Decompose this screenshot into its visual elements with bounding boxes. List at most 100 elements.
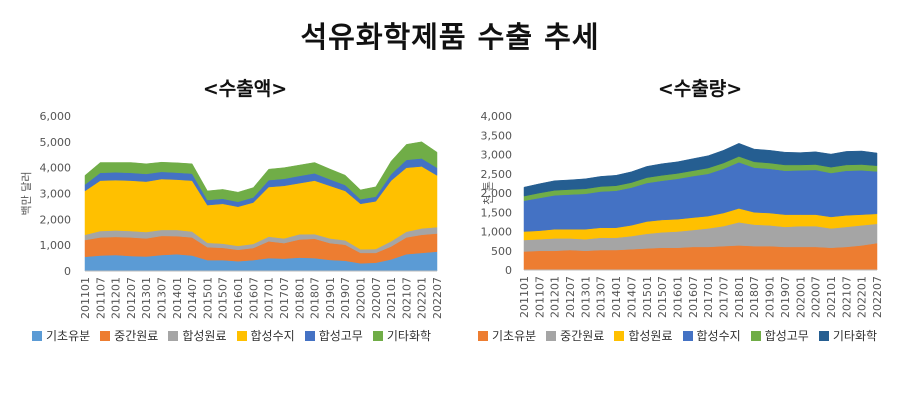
right-legend-swatch: [546, 330, 557, 341]
right-ytick-label: 3,500: [481, 129, 513, 142]
right-ytick-label: 2,500: [481, 168, 513, 181]
left-legend-item: 기타화학: [372, 327, 432, 344]
left-legend-item: 중간원료: [100, 327, 158, 344]
right-legend-label: 합성수지: [696, 329, 741, 343]
right-legend-item: 합성고무: [750, 327, 809, 344]
left-area-series-6: [84, 141, 438, 203]
right-legend-label: 기타화학: [832, 329, 878, 343]
left-xtick-label: 201907: [339, 277, 352, 319]
right-ytick-label: 2,000: [481, 187, 513, 200]
left-legend-swatch: [100, 330, 111, 341]
right-legend-label: 합성원료: [628, 329, 673, 343]
right-xtick-label: 201201: [549, 276, 562, 318]
left-xtick-label: 201801: [293, 277, 306, 319]
right-xtick-label: 201807: [748, 276, 761, 318]
right-legend-swatch: [614, 330, 625, 341]
left-xtick-label: 201701: [263, 277, 276, 319]
right-xtick-label: 201907: [779, 276, 792, 318]
right-ytick-label: 1,000: [481, 226, 513, 239]
right-xtick-label: 201707: [718, 276, 731, 318]
left-xtick-label: 202201: [416, 277, 429, 319]
right-xtick-label: 201601: [672, 276, 685, 318]
left-legend-swatch: [304, 330, 315, 341]
left-xtick-label: 201807: [309, 277, 322, 319]
left-xtick-label: 201301: [140, 277, 153, 319]
right-xtick-label: 201701: [702, 276, 715, 318]
right-legend-item: 중간원료: [546, 327, 604, 344]
left-xtick-label: 201407: [186, 277, 199, 319]
left-xtick-label: 202207: [431, 277, 444, 319]
left-xtick-label: 201601: [232, 277, 245, 319]
right-xtick-label: 201101: [518, 276, 531, 318]
left-legend-swatch: [32, 330, 42, 341]
left-legend-label: 합성고무: [318, 329, 363, 343]
right-chart-export-volume: 0 500 1,000 1,500 2,000 2,500 3,000 3,500 4,000 천…: [481, 110, 885, 318]
right-xtick-label: 201401: [610, 276, 623, 318]
right-xtick-label: 201801: [733, 276, 746, 318]
right-xtick-label: 202001: [794, 276, 807, 318]
left-legend-swatch: [168, 330, 179, 341]
right-chart-legend: 기초유분 중간원료 합성원료 합성수지 합성고무 기타화학: [478, 327, 877, 344]
left-xtick-label: 202007: [370, 277, 383, 319]
right-ytick-label: 500: [491, 245, 512, 258]
right-legend-item: 기초유분: [478, 327, 536, 344]
left-ytick-label: 5,000: [40, 136, 72, 149]
right-xtick-label: 201107: [533, 276, 546, 318]
left-legend-item: 합성고무: [304, 327, 363, 344]
right-xtick-label: 202207: [871, 276, 884, 318]
left-ytick-label: 0: [64, 265, 71, 278]
left-legend-label: 중간원료: [114, 329, 159, 343]
left-xtick-label: 201201: [110, 277, 123, 319]
left-xtick-label: 201507: [217, 277, 230, 319]
right-legend-item: 합성수지: [682, 327, 741, 344]
left-xtick-label: 202001: [355, 277, 368, 319]
right-ytick-label: 0: [505, 264, 512, 277]
left-legend-item: 기초유분: [32, 327, 90, 344]
right-ytick-label: 1,500: [481, 206, 513, 219]
left-xtick-label: 201501: [201, 277, 214, 319]
right-xtick-label: 201307: [595, 276, 608, 318]
left-legend-swatch: [372, 330, 383, 341]
left-ytick-label: 6,000: [40, 110, 72, 123]
left-xtick-label: 201101: [79, 277, 92, 319]
left-legend-label: 합성수지: [250, 329, 295, 343]
left-legend-item: 합성원료: [168, 327, 227, 344]
left-legend-label: 기초유분: [46, 329, 91, 343]
right-legend-item: 기타화학: [818, 327, 878, 344]
left-xtick-label: 201707: [278, 277, 291, 319]
right-area-series-6: [523, 143, 878, 197]
left-legend-label: 기타화학: [386, 329, 432, 343]
left-chart-title: <수출액>: [202, 78, 288, 100]
right-legend-label: 기초유분: [492, 329, 537, 343]
left-xtick-label: 202101: [385, 277, 398, 319]
left-chart-legend: 기초유분 중간원료 합성원료 합성수지 합성고무 기타화학: [32, 327, 431, 344]
right-xtick-label: 201301: [579, 276, 592, 318]
left-chart-export-value: 0 1,000 2,000 3,000 4,000 5,000 6,000 백만 달러 2011…: [20, 110, 444, 319]
right-xtick-label: 201607: [687, 276, 700, 318]
right-chart-title: <수출량>: [657, 78, 743, 100]
right-legend-item: 합성원료: [614, 327, 673, 344]
right-xtick-label: 201507: [656, 276, 669, 318]
right-xtick-label: 201207: [564, 276, 577, 318]
right-xtick-label: 202107: [840, 276, 853, 318]
right-legend-label: 합성고무: [764, 329, 809, 343]
right-legend-swatch: [682, 330, 693, 341]
right-y-axis-label: 천 톤: [481, 181, 495, 205]
left-y-axis-label: 백만 달러: [20, 172, 33, 216]
right-legend-label: 중간원료: [560, 329, 605, 343]
left-legend-label: 합성원료: [182, 329, 227, 343]
left-xtick-label: 201901: [324, 277, 337, 319]
right-xtick-label: 202201: [856, 276, 869, 318]
left-xtick-label: 201107: [94, 277, 107, 319]
left-xtick-label: 201207: [125, 277, 138, 319]
left-xtick-label: 201401: [171, 277, 184, 319]
left-xtick-label: 201307: [156, 277, 169, 319]
left-ytick-label: 4,000: [40, 162, 72, 175]
right-legend-swatch: [478, 330, 488, 341]
page-title: 석유화학제품 수출 추세: [300, 20, 600, 54]
left-ytick-label: 2,000: [40, 213, 72, 226]
right-xtick-label: 202007: [810, 276, 823, 318]
right-xtick-label: 202101: [825, 276, 838, 318]
right-xtick-label: 201901: [764, 276, 777, 318]
